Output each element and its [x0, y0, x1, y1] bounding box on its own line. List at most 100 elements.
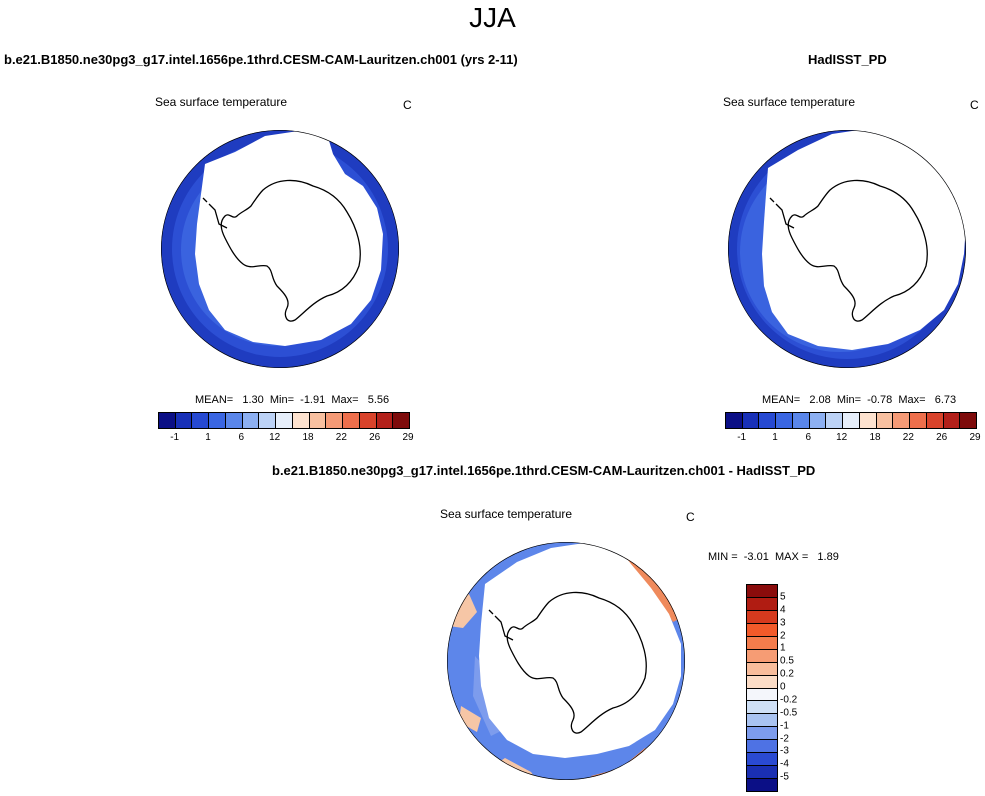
- colorbar-tick-label: 0: [780, 681, 786, 693]
- colorbar-box: [747, 701, 777, 715]
- colorbar-box: [276, 413, 293, 428]
- colorbar-box: [792, 413, 810, 428]
- colorbar-tick-label: 22: [902, 432, 914, 443]
- colorbar-tick-label: 18: [869, 432, 881, 443]
- obs-colorbar: [725, 412, 977, 429]
- obs-variable-label: Sea surface temperature: [723, 95, 856, 109]
- colorbar-tick-label: 22: [335, 432, 347, 443]
- model-stats: MEAN= 1.30 Min= -1.91 Max= 5.56: [195, 394, 390, 406]
- model-variable-label: Sea surface temperature: [155, 95, 288, 109]
- colorbar-box: [859, 413, 877, 428]
- colorbar-box: [747, 740, 777, 754]
- colorbar-tick-label: 1: [205, 432, 211, 443]
- obs-polar-map: [728, 130, 966, 368]
- figure-title: JJA: [469, 2, 516, 33]
- colorbar-tick-label: -0.2: [780, 694, 798, 706]
- colorbar-tick-label: -2: [780, 733, 789, 744]
- model-case-title: b.e21.B1850.ne30pg3_g17.intel.1656pe.1th…: [4, 52, 518, 67]
- colorbar-box: [175, 413, 193, 428]
- obs-units-label: C: [970, 98, 979, 112]
- colorbar-box: [747, 753, 777, 767]
- colorbar-box: [726, 413, 743, 428]
- colorbar-tick-label: 29: [402, 432, 414, 443]
- colorbar-tick-label: -1: [780, 720, 789, 732]
- colorbar-box: [309, 413, 327, 428]
- colorbar-box: [159, 413, 176, 428]
- colorbar-box: [192, 413, 210, 428]
- model-polar-map: [161, 130, 399, 368]
- colorbar-tick-label: 18: [302, 432, 314, 443]
- colorbar-tick-label: -0.5: [780, 707, 798, 719]
- colorbar-tick-label: -1: [170, 432, 180, 443]
- colorbar-box: [747, 675, 777, 689]
- diff-units-label: C: [686, 510, 695, 524]
- colorbar-tick-label: 0.2: [780, 668, 794, 680]
- colorbar-box: [747, 597, 777, 611]
- colorbar-box: [209, 413, 226, 428]
- obs-colorbar-ticks: -1 1 6 12 18 22 26 29: [725, 432, 980, 446]
- colorbar-box: [809, 413, 827, 428]
- diff-polar-map: [447, 542, 685, 780]
- colorbar-box: [225, 413, 243, 428]
- colorbar-tick-label: -3: [780, 745, 789, 757]
- colorbar-box: [742, 413, 760, 428]
- colorbar-tick-label: -4: [780, 758, 789, 770]
- colorbar-box: [747, 727, 777, 741]
- colorbar-box: [926, 413, 944, 428]
- colorbar-box: [826, 413, 844, 428]
- model-colorbar: [158, 412, 410, 429]
- colorbar-tick-label: 26: [369, 432, 381, 443]
- colorbar-box: [759, 413, 777, 428]
- diff-colorbar-ticks: 5 4 3 2 1 0.5 0.2 0 -0.2 -0.5 -1 -2 -3 -4 -5: [780, 584, 820, 790]
- colorbar-box: [747, 623, 777, 637]
- colorbar-box: [843, 413, 860, 428]
- model-units-label: C: [403, 98, 412, 112]
- colorbar-box: [343, 413, 360, 428]
- colorbar-box: [747, 610, 777, 624]
- colorbar-tick-label: 29: [969, 432, 981, 443]
- colorbar-box: [747, 779, 777, 791]
- colorbar-box: [876, 413, 894, 428]
- colorbar-box: [960, 413, 977, 428]
- colorbar-tick-label: -1: [737, 432, 747, 443]
- colorbar-box: [943, 413, 961, 428]
- diff-case-title: b.e21.B1850.ne30pg3_g17.intel.1656pe.1th…: [272, 463, 816, 478]
- colorbar-box: [259, 413, 277, 428]
- colorbar-box: [893, 413, 911, 428]
- diff-stats: MIN = -3.01 MAX = 1.89: [708, 551, 839, 563]
- obs-case-title: HadISST_PD: [808, 52, 887, 67]
- colorbar-box: [376, 413, 394, 428]
- diff-colorbar: [746, 584, 778, 792]
- colorbar-tick-label: 12: [269, 432, 281, 443]
- colorbar-tick-label: 6: [238, 432, 245, 443]
- colorbar-tick-label: 1: [780, 642, 786, 654]
- colorbar-tick-label: 1: [772, 432, 778, 443]
- colorbar-box: [747, 662, 777, 676]
- obs-antarctica-coastline: [787, 179, 928, 322]
- colorbar-tick-label: 4: [780, 604, 786, 616]
- colorbar-box: [292, 413, 310, 428]
- colorbar-tick-label: -5: [780, 771, 789, 783]
- colorbar-box: [242, 413, 260, 428]
- model-antarctica-coastline: [220, 179, 361, 322]
- colorbar-box: [747, 636, 777, 650]
- colorbar-box: [393, 413, 410, 428]
- model-colorbar-ticks: -1 1 6 12 18 22 26 29: [158, 432, 413, 446]
- colorbar-box: [747, 766, 777, 780]
- diff-antarctica-coastline: [506, 591, 647, 734]
- colorbar-tick-label: 0.5: [780, 655, 794, 667]
- colorbar-tick-label: 2: [780, 630, 786, 641]
- colorbar-tick-label: 26: [936, 432, 948, 443]
- colorbar-box: [747, 714, 777, 728]
- colorbar-box: [326, 413, 344, 428]
- colorbar-box: [776, 413, 793, 428]
- obs-stats: MEAN= 2.08 Min= -0.78 Max= 6.73: [762, 394, 957, 406]
- colorbar-tick-label: 6: [805, 432, 812, 443]
- colorbar-box: [747, 585, 777, 598]
- colorbar-tick-label: 12: [836, 432, 848, 443]
- colorbar-box: [910, 413, 927, 428]
- colorbar-box: [747, 649, 777, 663]
- colorbar-tick-label: 3: [780, 617, 786, 629]
- diff-variable-label: Sea surface temperature: [440, 507, 573, 521]
- colorbar-tick-label: 5: [780, 591, 786, 603]
